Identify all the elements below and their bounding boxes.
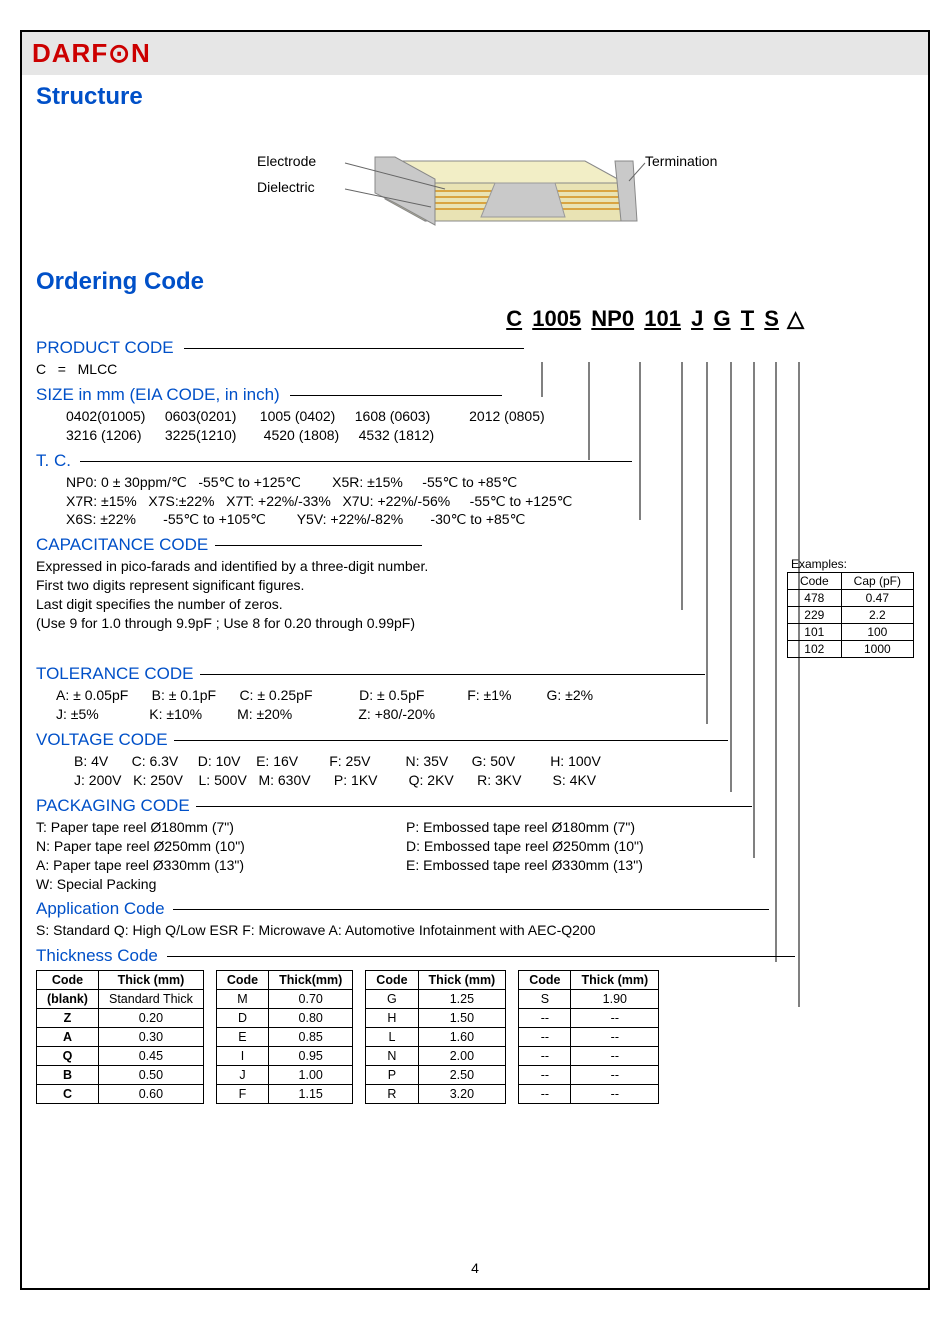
seg-volt: G	[711, 306, 732, 331]
thick-table-2: CodeThick(mm)M0.70D0.80E0.85I0.95J1.00F1…	[216, 970, 353, 1104]
tol-line1: A: ± 0.05pF B: ± 0.1pF C: ± 0.25pF D: ± …	[36, 686, 914, 705]
pack-r0: P: Embossed tape reel Ø180mm (7")	[406, 818, 914, 837]
volt-line1: B: 4V C: 6.3V D: 10V E: 16V F: 25V N: 35…	[36, 752, 914, 771]
structure-diagram: Electrode Dielectric Termination	[245, 121, 705, 251]
volt-head: VOLTAGE CODE	[36, 730, 914, 750]
seg-size: 1005	[530, 306, 583, 331]
tc-head: T. C.	[36, 451, 914, 471]
page-number: 4	[22, 1260, 928, 1276]
pack-head: PACKAGING CODE	[36, 796, 914, 816]
product-code-text: C = MLCC	[36, 360, 914, 379]
app-line1: S: Standard Q: High Q/Low ESR F: Microwa…	[36, 921, 914, 940]
seg-tc: NP0	[589, 306, 636, 331]
ordering-code-example: C 1005 NP0 101 J G T S △	[36, 306, 914, 332]
tc-line3: X6S: ±22% -55℃ to +105℃ Y5V: +22%/-82% -…	[36, 510, 914, 529]
pack-l1: N: Paper tape reel Ø250mm (10")	[36, 837, 406, 856]
pack-l3: W: Special Packing	[36, 875, 406, 894]
tol-line2: J: ±5% K: ±10% M: ±20% Z: +80/-20%	[36, 705, 914, 724]
section-structure-title: Structure	[36, 83, 914, 111]
cap-examples-table: CodeCap (pF)4780.472292.21011001021000	[787, 572, 914, 658]
structure-diagram-wrap: Electrode Dielectric Termination	[36, 121, 914, 256]
content-area: Structure	[22, 83, 928, 1114]
seg-cap: 101	[642, 306, 683, 331]
size-line2: 3216 (1206) 3225(1210) 4520 (1808) 4532 …	[36, 426, 914, 445]
pack-grid: T: Paper tape reel Ø180mm (7") N: Paper …	[36, 818, 914, 894]
size-head: SIZE in mm (EIA CODE, in inch)	[36, 385, 914, 405]
seg-pack: T	[739, 306, 756, 331]
thick-table-3: CodeThick (mm)G1.25H1.50L1.60N2.00P2.50R…	[365, 970, 506, 1104]
pack-l2: A: Paper tape reel Ø330mm (13")	[36, 856, 406, 875]
tol-head: TOLERANCE CODE	[36, 664, 914, 684]
thick-head: Thickness Code	[36, 946, 914, 966]
header-bar: DARF⊙N	[22, 32, 928, 75]
cap-line1: Expressed in pico-farads and identified …	[36, 557, 777, 576]
tc-line1: NP0: 0 ± 30ppm/℃ -55℃ to +125℃ X5R: ±15%…	[36, 473, 914, 492]
cap-two-col: Expressed in pico-farads and identified …	[36, 557, 914, 658]
thick-table-1: CodeThick (mm)(blank)Standard ThickZ0.20…	[36, 970, 204, 1104]
seg-tol: J	[689, 306, 705, 331]
seg-app: S	[762, 306, 781, 331]
seg-thick: △	[787, 306, 804, 331]
thick-table-wrap: CodeThick (mm)(blank)Standard ThickZ0.20…	[36, 970, 914, 1104]
section-ordering-title: Ordering Code	[36, 268, 914, 296]
page-frame: DARF⊙N Structure	[20, 30, 930, 1290]
label-dielectric: Dielectric	[257, 179, 315, 195]
app-head: Application Code	[36, 899, 914, 919]
label-electrode: Electrode	[257, 153, 316, 169]
tc-line2: X7R: ±15% X7S:±22% X7T: +22%/-33% X7U: +…	[36, 492, 914, 511]
cap-line2: First two digits represent significant f…	[36, 576, 777, 595]
cap-examples-label: Examples:	[787, 557, 914, 571]
volt-line2: J: 200V K: 250V L: 500V M: 630V P: 1KV Q…	[36, 771, 914, 790]
product-code-head: PRODUCT CODE	[36, 338, 914, 358]
size-line1: 0402(01005) 0603(0201) 1005 (0402) 1608 …	[36, 407, 914, 426]
pack-l0: T: Paper tape reel Ø180mm (7")	[36, 818, 406, 837]
cap-head: CAPACITANCE CODE	[36, 535, 914, 555]
label-termination: Termination	[645, 153, 717, 169]
logo: DARF⊙N	[32, 38, 918, 69]
thick-table-4: CodeThick (mm)S1.90--------------------	[518, 970, 659, 1104]
pack-r2: E: Embossed tape reel Ø330mm (13")	[406, 856, 914, 875]
cap-line4: (Use 9 for 1.0 through 9.9pF ; Use 8 for…	[36, 614, 777, 633]
pack-r1: D: Embossed tape reel Ø250mm (10")	[406, 837, 914, 856]
cap-line3: Last digit specifies the number of zeros…	[36, 595, 777, 614]
seg-c: C	[504, 306, 524, 331]
